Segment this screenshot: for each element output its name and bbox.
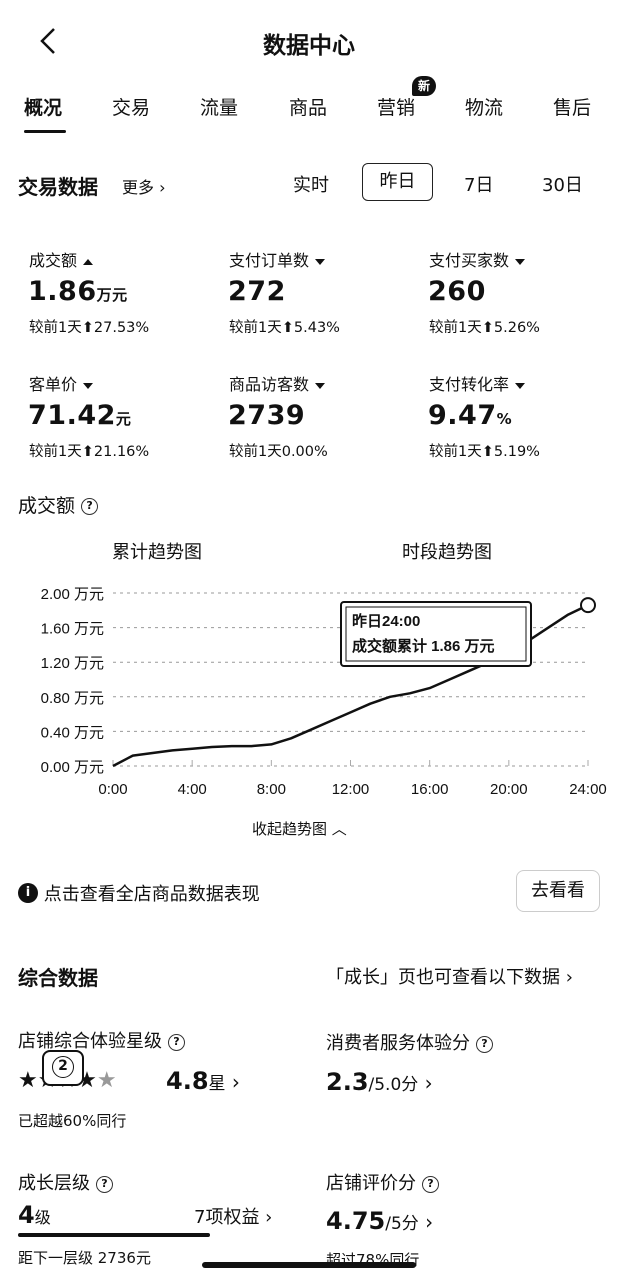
collapse-chart-link[interactable]: 收起趋势图 ︿: [252, 820, 347, 838]
tab-logistics[interactable]: 物流: [465, 97, 504, 119]
growth-progress-bar: [18, 1233, 210, 1237]
help-icon[interactable]: ?: [422, 1175, 439, 1193]
review-score-label: 店铺评价分?: [326, 1169, 439, 1195]
tooltip-inner: [345, 606, 527, 662]
growth-benefits-link[interactable]: 7项权益 ›: [194, 1207, 273, 1228]
back-icon[interactable]: [36, 26, 62, 56]
tab-marketing[interactable]: 营销: [377, 97, 416, 119]
growth-page-link[interactable]: 「成长」页也可查看以下数据 ›: [326, 967, 573, 988]
new-badge: 新: [412, 76, 436, 96]
shop-rating-label: 店铺综合体验星级?: [18, 1027, 185, 1053]
x-tick-label: 0:00: [98, 781, 127, 798]
home-indicator: [202, 1262, 416, 1268]
x-tick-label: 4:00: [178, 781, 207, 798]
dropdown-icon: [83, 382, 94, 389]
x-tick-label: 24:00: [569, 781, 607, 798]
overall-section-title: 综合数据: [18, 966, 98, 990]
trade-section-title: 交易数据: [18, 175, 98, 199]
arrow-up-icon: ⬆: [481, 320, 494, 336]
y-tick-label: 0.40 万元: [41, 724, 104, 741]
growth-next-note: 距下一层级 2736元: [18, 1249, 151, 1267]
tooltip-box: [340, 601, 532, 667]
period-30d[interactable]: 30日: [542, 175, 583, 196]
arrow-up-icon: ⬆: [281, 320, 294, 336]
service-score-label: 消费者服务体验分?: [326, 1029, 493, 1055]
growth-level-value: 4级: [18, 1201, 51, 1229]
x-tick-label: 8:00: [257, 781, 286, 798]
x-tick-label: 20:00: [490, 781, 528, 798]
help-icon[interactable]: ?: [96, 1175, 113, 1193]
trade-more-link[interactable]: 更多 ›: [122, 178, 166, 197]
review-score-value[interactable]: 4.75/5分 ›: [326, 1207, 434, 1235]
tab-traffic[interactable]: 流量: [200, 97, 239, 119]
x-tick-label: 16:00: [411, 781, 449, 798]
tab-aftersale[interactable]: 售后: [553, 97, 592, 119]
data-point-end: [580, 597, 596, 614]
y-tick-label: 0.00 万元: [41, 759, 104, 776]
tab-hourly[interactable]: 时段趋势图: [402, 542, 492, 563]
info-icon: i: [18, 883, 38, 903]
sort-up-icon: [83, 258, 94, 265]
shop-rating-value[interactable]: 4.8星 ›: [166, 1067, 240, 1095]
y-tick-label: 1.60 万元: [41, 621, 104, 638]
tab-overview[interactable]: 概况: [24, 97, 63, 119]
tab-goods[interactable]: 商品: [289, 97, 328, 119]
go-view-button[interactable]: 去看看: [516, 870, 600, 912]
arrow-up-icon: ⬆: [81, 320, 94, 336]
tab-indicator: [24, 130, 66, 133]
arrow-up-icon: ⬆: [81, 444, 94, 460]
shop-rating-note: 已超越60%同行: [18, 1112, 127, 1130]
tooltip-line-2: 成交额累计 1.86 万元: [352, 637, 495, 655]
chat-bubble-icon[interactable]: 2: [42, 1050, 84, 1086]
arrow-up-icon: ⬆: [481, 444, 494, 460]
help-icon[interactable]: ?: [168, 1033, 185, 1051]
chart-section-title: 成交额?: [18, 491, 99, 518]
period-yesterday[interactable]: 昨日: [362, 163, 433, 201]
growth-level-label: 成长层级?: [18, 1169, 113, 1195]
service-score-value[interactable]: 2.3/5.0分 ›: [326, 1068, 433, 1096]
info-row[interactable]: i 点击查看全店商品数据表现: [18, 880, 260, 906]
period-realtime[interactable]: 实时: [293, 175, 329, 196]
dropdown-icon: [315, 382, 326, 389]
period-7d[interactable]: 7日: [464, 175, 494, 196]
x-tick-label: 12:00: [332, 781, 370, 798]
tooltip-line-1: 昨日24:00: [352, 612, 420, 630]
y-tick-label: 0.80 万元: [41, 690, 104, 707]
dropdown-icon: [515, 382, 526, 389]
dropdown-icon: [315, 258, 326, 265]
tab-trade[interactable]: 交易: [112, 97, 151, 119]
y-tick-label: 1.20 万元: [41, 655, 104, 672]
gmv-line-chart[interactable]: 2.00 万元 1.60 万元 1.20 万元 0.80 万元 0.40 万元 0.00 …: [0, 575, 618, 807]
page-title: 数据中心: [263, 33, 355, 59]
help-icon[interactable]: ?: [476, 1035, 493, 1053]
help-icon[interactable]: ?: [81, 498, 99, 515]
y-tick-label: 2.00 万元: [41, 586, 104, 603]
dropdown-icon: [515, 258, 526, 265]
tab-cumulative[interactable]: 累计趋势图: [112, 542, 202, 563]
